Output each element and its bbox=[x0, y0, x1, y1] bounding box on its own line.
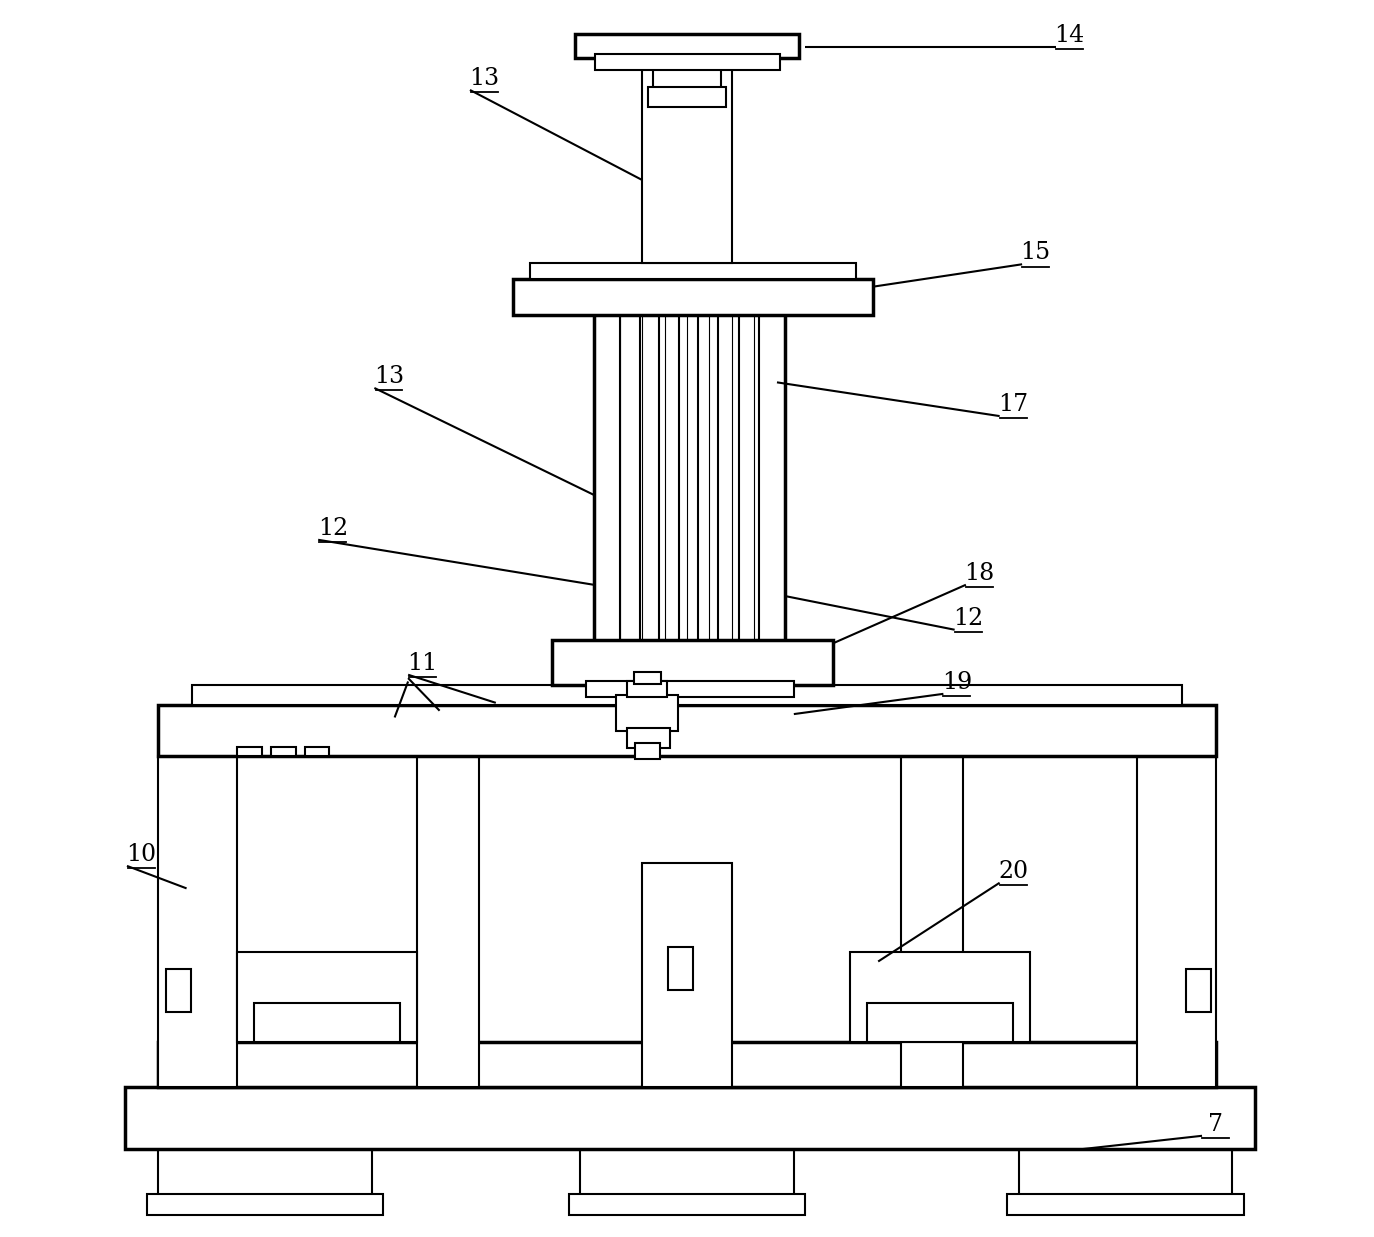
Bar bbox=[574, 33, 800, 58]
Bar bbox=[1186, 970, 1210, 1012]
Bar bbox=[901, 756, 963, 1087]
Text: 14: 14 bbox=[1054, 25, 1084, 47]
Bar bbox=[418, 756, 480, 1087]
Bar bbox=[166, 970, 191, 1012]
Bar bbox=[580, 1149, 794, 1204]
Text: 19: 19 bbox=[941, 670, 971, 694]
Text: 7: 7 bbox=[1208, 1113, 1223, 1136]
Bar bbox=[867, 1003, 1013, 1043]
Bar bbox=[158, 1043, 1216, 1087]
Bar bbox=[595, 54, 780, 69]
Bar bbox=[1018, 1149, 1232, 1204]
Bar bbox=[254, 1003, 400, 1043]
Bar bbox=[238, 952, 418, 1043]
Bar bbox=[158, 705, 1216, 756]
Text: 12: 12 bbox=[317, 517, 348, 539]
Bar bbox=[1007, 1194, 1243, 1215]
Bar bbox=[569, 1194, 805, 1215]
Bar bbox=[642, 862, 732, 1087]
Bar bbox=[647, 87, 727, 106]
Bar bbox=[271, 747, 295, 756]
Bar bbox=[529, 263, 856, 278]
Text: 15: 15 bbox=[1021, 241, 1051, 265]
Text: 10: 10 bbox=[126, 842, 157, 866]
Bar bbox=[513, 278, 872, 315]
Bar bbox=[668, 946, 692, 990]
Bar bbox=[192, 685, 1182, 705]
Bar bbox=[851, 952, 1030, 1043]
Bar bbox=[642, 43, 732, 263]
Bar bbox=[125, 1087, 1254, 1149]
Bar bbox=[238, 747, 262, 756]
Bar bbox=[653, 58, 721, 90]
Bar bbox=[147, 1194, 383, 1215]
Text: 12: 12 bbox=[954, 606, 984, 630]
Bar bbox=[616, 695, 677, 731]
Bar bbox=[158, 1149, 372, 1204]
Bar bbox=[585, 682, 794, 698]
Text: 13: 13 bbox=[374, 365, 404, 388]
Text: 18: 18 bbox=[965, 562, 995, 585]
Bar bbox=[635, 673, 661, 684]
Bar bbox=[628, 727, 671, 748]
Bar bbox=[305, 747, 330, 756]
Bar bbox=[628, 682, 666, 698]
Bar bbox=[635, 743, 660, 760]
Bar bbox=[158, 756, 238, 1087]
Text: 11: 11 bbox=[408, 652, 438, 674]
Text: 20: 20 bbox=[998, 860, 1028, 883]
Bar bbox=[552, 640, 833, 685]
Text: 17: 17 bbox=[998, 393, 1028, 416]
Bar bbox=[1136, 756, 1216, 1087]
Text: 13: 13 bbox=[470, 67, 500, 90]
